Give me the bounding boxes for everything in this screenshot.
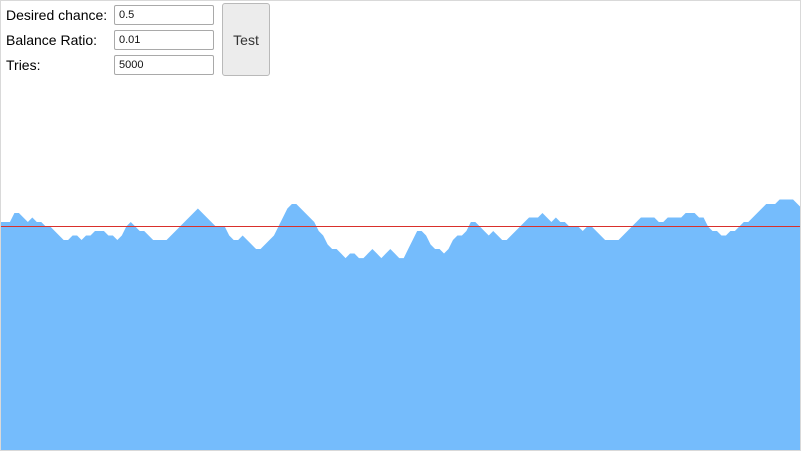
desired-chance-input[interactable] [114, 5, 214, 25]
controls-panel: Desired chance: Balance Ratio: Tries: Te… [1, 1, 281, 81]
balance-ratio-input[interactable] [114, 30, 214, 50]
test-button[interactable]: Test [222, 3, 270, 76]
series-area [1, 199, 800, 450]
chart-area [1, 199, 800, 450]
balance-ratio-label: Balance Ratio: [6, 32, 98, 48]
tries-label: Tries: [6, 57, 41, 73]
tries-input[interactable] [114, 55, 214, 75]
desired-chance-label: Desired chance: [6, 7, 108, 23]
